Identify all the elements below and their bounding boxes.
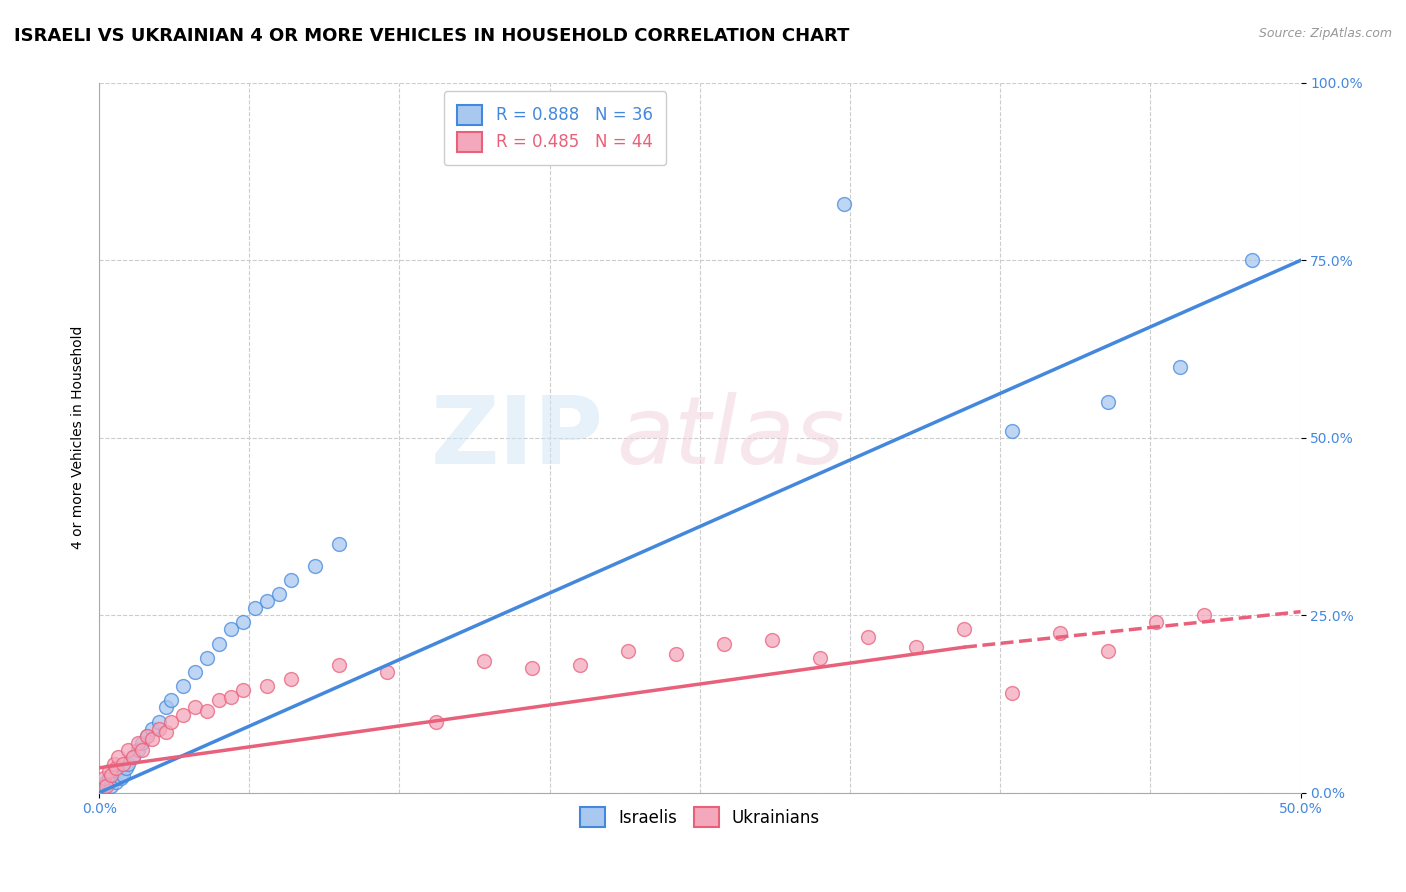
Point [96, 775, 118, 789]
Text: atlas: atlas [616, 392, 844, 483]
Point [377, 665, 399, 679]
Point [121, 750, 143, 764]
Point [208, 637, 231, 651]
Point [219, 690, 242, 704]
Point [280, 573, 302, 587]
Point [131, 736, 153, 750]
Point [1097, 395, 1119, 409]
Text: Source: ZipAtlas.com: Source: ZipAtlas.com [1258, 27, 1392, 40]
Y-axis label: 4 or more Vehicles in Household: 4 or more Vehicles in Household [72, 326, 86, 549]
Point [93, 772, 115, 786]
Point [103, 768, 125, 782]
Point [136, 729, 159, 743]
Point [304, 558, 326, 573]
Point [155, 725, 177, 739]
Point [232, 615, 254, 630]
Point [1049, 626, 1071, 640]
Point [104, 775, 127, 789]
Point [114, 761, 136, 775]
Point [97, 764, 120, 779]
Point [160, 714, 183, 729]
Text: ZIP: ZIP [430, 392, 603, 483]
Point [208, 693, 231, 707]
Point [148, 722, 170, 736]
Point [905, 640, 928, 655]
Point [127, 736, 149, 750]
Point [97, 772, 120, 786]
Point [117, 743, 139, 757]
Point [172, 707, 194, 722]
Point [100, 768, 122, 782]
Point [127, 743, 149, 757]
Point [1097, 643, 1119, 657]
Point [195, 704, 218, 718]
Point [713, 637, 735, 651]
Point [110, 772, 132, 786]
Point [112, 757, 135, 772]
Point [107, 764, 129, 779]
Point [520, 661, 543, 675]
Point [148, 714, 170, 729]
Point [172, 679, 194, 693]
Point [245, 601, 267, 615]
Point [160, 693, 183, 707]
Point [184, 700, 207, 714]
Point [104, 761, 127, 775]
Point [131, 743, 153, 757]
Point [219, 623, 242, 637]
Legend: Israelis, Ukrainians: Israelis, Ukrainians [574, 800, 827, 834]
Point [100, 779, 122, 793]
Point [1241, 253, 1264, 268]
Point [136, 729, 159, 743]
Point [761, 633, 783, 648]
Point [328, 657, 350, 672]
Point [121, 750, 143, 764]
Point [616, 643, 638, 657]
Point [856, 630, 879, 644]
Point [665, 647, 688, 661]
Point [195, 650, 218, 665]
Point [112, 768, 135, 782]
Point [1170, 359, 1192, 374]
Point [808, 650, 831, 665]
Point [256, 594, 278, 608]
Point [141, 732, 163, 747]
Point [93, 779, 115, 793]
Point [472, 654, 495, 668]
Point [269, 587, 291, 601]
Point [568, 657, 591, 672]
Point [328, 537, 350, 551]
Point [1001, 424, 1024, 438]
Point [184, 665, 207, 679]
Point [107, 750, 129, 764]
Point [96, 779, 118, 793]
Point [1144, 615, 1167, 630]
Point [117, 757, 139, 772]
Point [1194, 608, 1216, 623]
Point [953, 623, 976, 637]
Point [1001, 686, 1024, 700]
Point [425, 714, 447, 729]
Point [155, 700, 177, 714]
Point [141, 722, 163, 736]
Point [256, 679, 278, 693]
Point [232, 682, 254, 697]
Text: ISRAELI VS UKRAINIAN 4 OR MORE VEHICLES IN HOUSEHOLD CORRELATION CHART: ISRAELI VS UKRAINIAN 4 OR MORE VEHICLES … [14, 27, 849, 45]
Point [103, 757, 125, 772]
Point [832, 196, 855, 211]
Point [280, 672, 302, 686]
